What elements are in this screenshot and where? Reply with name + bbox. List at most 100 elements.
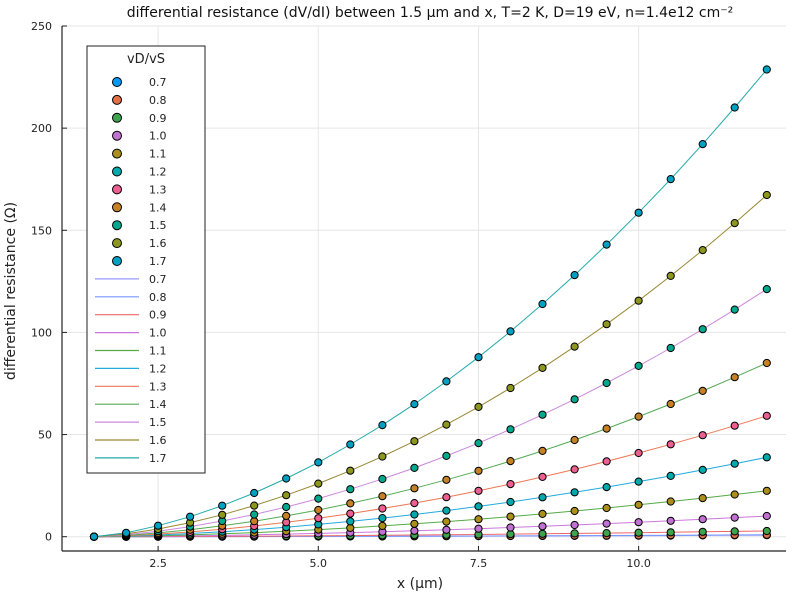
legend-marker-1.5 (112, 220, 122, 231)
data-point-1.7 (314, 458, 323, 467)
legend-marker-1.1 (112, 148, 122, 159)
y-tick-label: 50 (38, 429, 52, 442)
data-point-1.3 (570, 465, 579, 474)
data-point-1.4 (538, 446, 547, 455)
series-lines-layer (93, 69, 768, 538)
data-point-0.9 (634, 528, 643, 537)
series-line-0.9 (94, 530, 767, 538)
data-point-1.3 (346, 509, 355, 518)
legend-label: 0.9 (149, 309, 167, 322)
legend-label: 1.5 (149, 219, 167, 232)
x-axis-title: x (μm) (397, 576, 443, 592)
legend-marker-0.8 (112, 94, 122, 105)
legend-label: 1.4 (149, 398, 167, 411)
data-point-1.7 (474, 353, 483, 362)
legend: vD/vS 0.7 0.8 0.9 1.0 1.1 1.2 1.3 1.4 1.5 1.6 1.7 0.… (86, 45, 206, 474)
data-point-1.6 (410, 437, 419, 446)
data-point-1.7 (698, 140, 707, 149)
data-point-1.0 (474, 524, 483, 533)
data-point-1.4 (474, 466, 483, 475)
data-point-1.6 (666, 271, 675, 280)
data-point-1.6 (250, 501, 259, 510)
data-point-1.1 (730, 490, 739, 499)
data-point-1.7 (218, 501, 227, 510)
data-point-1.3 (314, 514, 323, 523)
data-point-1.1 (538, 509, 547, 519)
data-point-1.5 (314, 494, 323, 503)
legend-label: 1.7 (149, 255, 167, 268)
data-point-1.6 (570, 342, 579, 351)
legend-marker-1.0 (112, 130, 122, 141)
data-point-1.2 (570, 488, 579, 497)
legend-marker-1.4 (112, 202, 122, 213)
data-point-1.6 (218, 510, 227, 519)
data-point-1.4 (762, 358, 771, 368)
data-point-1.0 (602, 519, 611, 528)
data-point-1.2 (474, 502, 483, 511)
x-tick-label: 7.5 (470, 557, 488, 570)
data-point-1.7 (442, 377, 451, 386)
data-point-1.0 (730, 513, 739, 522)
legend-marker-1.3 (112, 184, 122, 195)
data-point-1.6 (442, 420, 451, 429)
data-point-1.6 (474, 402, 483, 411)
data-point-1.0 (634, 518, 643, 527)
data-point-1.6 (346, 466, 355, 475)
data-point-1.4 (730, 373, 739, 382)
data-point-1.3 (474, 486, 483, 495)
data-point-1.7 (186, 512, 195, 521)
data-point-1.7 (410, 400, 419, 409)
data-point-1.2 (378, 514, 387, 523)
data-point-1.5 (730, 305, 739, 314)
y-tick-label: 150 (31, 224, 52, 237)
series-line-1.4 (93, 362, 768, 538)
data-point-1.0 (410, 526, 419, 535)
series-line-1.5 (93, 288, 768, 538)
data-point-1.5 (538, 410, 547, 419)
chart-title: differential resistance (dV/dI) between … (127, 5, 733, 21)
data-point-1.6 (282, 491, 291, 500)
data-point-1.1 (442, 517, 451, 526)
data-point-1.6 (314, 479, 323, 488)
data-point-1.4 (346, 499, 355, 508)
data-point-1.6 (634, 296, 643, 305)
y-axis-title: differential resistance (Ω) (3, 202, 19, 380)
data-point-1.7 (282, 474, 291, 483)
legend-marker-1.2 (112, 166, 122, 177)
legend-label: 1.3 (149, 380, 167, 393)
y-tick-label: 100 (31, 326, 52, 339)
legend-label: 1.6 (149, 434, 167, 447)
data-point-1.1 (762, 486, 771, 495)
data-point-1.2 (410, 510, 419, 519)
legend-label: 1.0 (149, 130, 167, 143)
legend-marker-1.7 (112, 256, 122, 266)
data-point-1.1 (474, 515, 483, 524)
data-point-1.6 (730, 219, 739, 228)
legend-label: 0.8 (149, 94, 167, 107)
data-point-0.9 (602, 529, 611, 538)
data-point-1.0 (762, 511, 771, 521)
data-point-0.9 (570, 529, 579, 538)
data-point-1.2 (602, 483, 611, 492)
data-point-1.5 (570, 395, 579, 404)
legend-label: 0.9 (149, 112, 167, 125)
legend-label: 1.2 (149, 166, 167, 179)
legend-label: 1.3 (149, 183, 167, 196)
data-point-1.6 (378, 452, 387, 461)
data-point-1.4 (666, 399, 675, 409)
data-point-1.3 (634, 448, 643, 458)
data-point-1.5 (666, 343, 675, 353)
data-point-1.4 (602, 424, 611, 433)
data-point-1.7 (570, 271, 579, 280)
data-point-1.6 (762, 190, 771, 200)
data-point-1.1 (666, 497, 675, 506)
data-point-0.9 (698, 527, 707, 536)
data-point-1.1 (634, 500, 643, 509)
legend-label: 1.1 (149, 148, 167, 161)
data-point-1.4 (282, 511, 291, 521)
data-point-1.0 (698, 515, 707, 524)
data-point-1.6 (602, 320, 611, 329)
series-line-1.0 (93, 515, 767, 538)
data-point-1.7 (154, 521, 163, 530)
data-point-0.9 (762, 526, 771, 536)
